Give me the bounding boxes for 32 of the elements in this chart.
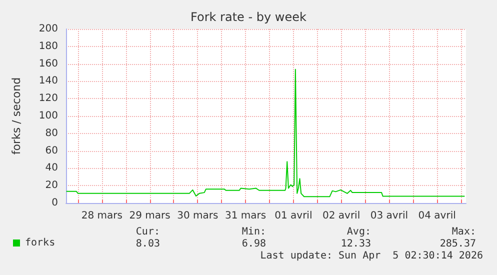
y-tick-label: 80	[45, 128, 58, 139]
text: Min:	[242, 226, 266, 238]
y-tick-label: 100	[38, 110, 58, 122]
y-tick-label: 20	[45, 180, 58, 192]
y-tick-label: 200	[38, 24, 58, 34]
x-tick-label: 28 mars	[81, 210, 122, 222]
text: Last update: Sun Apr 5 02:30:14 2026	[260, 250, 483, 262]
y-tick-label: 60	[45, 145, 58, 156]
x-tick-label: 30 mars	[177, 210, 218, 222]
text: 8.03	[136, 238, 160, 250]
text: 6.98	[242, 238, 266, 250]
legend-label: forks	[25, 238, 56, 248]
x-tick-label: 02 avril	[322, 210, 360, 222]
y-tick-label: 160	[38, 58, 58, 70]
x-tick-label: 03 avril	[370, 210, 408, 222]
y-tick-label: 180	[38, 40, 58, 52]
text: Avg:	[346, 226, 371, 238]
x-tick-label: 31 mars	[225, 210, 266, 222]
text: Max:	[452, 226, 476, 238]
y-tick-label: 140	[38, 76, 58, 87]
y-tick-label: 40	[45, 162, 58, 174]
text: 12.33	[340, 238, 371, 250]
x-tick-label: 01 avril	[274, 210, 312, 222]
y-axis-title: forks / second	[10, 77, 23, 155]
y-tick-label: 120	[38, 93, 58, 104]
text: 285.37	[440, 238, 476, 250]
line-series	[66, 68, 466, 198]
chart-title: Fork rate - by week	[190, 10, 306, 24]
x-tick-label: 04 avril	[418, 210, 456, 222]
x-tick-label: 29 mars	[129, 210, 170, 222]
y-tick-label: 0	[52, 198, 58, 208]
text: Cur:	[136, 226, 160, 238]
